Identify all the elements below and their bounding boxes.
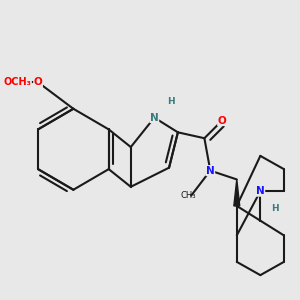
Text: CH₃: CH₃ [180,191,196,200]
Text: H: H [167,97,174,106]
Text: N: N [256,186,265,196]
Text: O: O [34,77,42,87]
Text: OCH₃: OCH₃ [4,77,32,87]
Text: H: H [271,204,279,213]
Text: N: N [206,166,215,176]
Text: O: O [218,116,226,126]
Polygon shape [234,179,240,206]
Text: N: N [150,112,159,123]
